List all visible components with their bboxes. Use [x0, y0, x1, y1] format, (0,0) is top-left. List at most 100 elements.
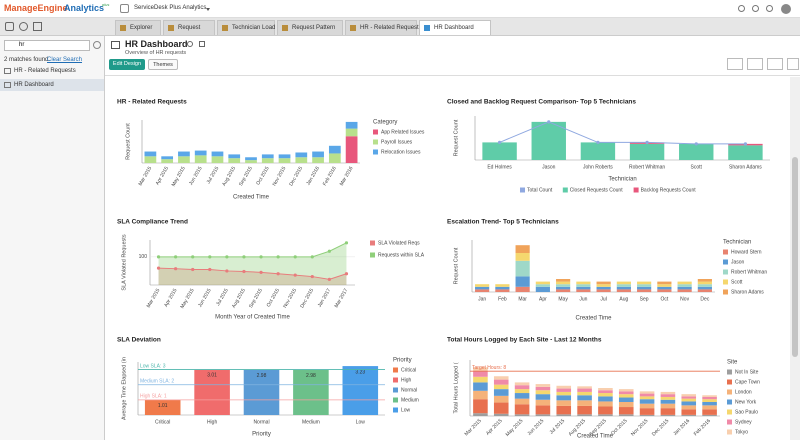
- bar: [515, 276, 530, 287]
- legend-label: Scott: [731, 279, 743, 285]
- legend-label: Jason: [731, 259, 745, 265]
- bar: [514, 398, 530, 405]
- chart-title: Closed and Backlog Request Comparison- T…: [447, 99, 636, 106]
- bar: [493, 395, 509, 403]
- bar: [681, 394, 697, 397]
- clear-search[interactable]: Clear Search: [47, 57, 83, 63]
- top-bar: ManageEngine Analytics plus ServiceDesk …: [0, 0, 800, 18]
- bar: [556, 391, 572, 396]
- x-tick-label: Jason: [542, 164, 556, 170]
- bar: [577, 386, 592, 389]
- reload-icon[interactable]: [187, 41, 193, 47]
- search-box[interactable]: hr: [4, 40, 90, 51]
- legend-swatch: [727, 409, 732, 415]
- bar: [660, 394, 676, 397]
- x-tick-label: Oct 2015: [255, 165, 270, 186]
- tab[interactable]: Request Pattern: [277, 20, 343, 35]
- area-fill: [158, 242, 347, 285]
- bar: [531, 121, 566, 160]
- bar: [475, 284, 490, 287]
- bar: [515, 286, 530, 292]
- reference-label: Target Hours: 8: [472, 365, 506, 371]
- tab[interactable]: HR Dashboard: [419, 20, 491, 35]
- save-icon[interactable]: [199, 41, 205, 47]
- bar: [535, 399, 551, 406]
- bar: [598, 390, 613, 394]
- user-avatar[interactable]: [781, 4, 791, 14]
- sidebar-item[interactable]: HR - Related Requests: [0, 65, 104, 77]
- folder-icon[interactable]: [33, 22, 42, 31]
- x-tick-label: Robert Whitman: [629, 164, 665, 170]
- legend-label: London: [735, 389, 752, 395]
- home-icon[interactable]: [120, 4, 129, 13]
- bar: [639, 399, 655, 404]
- add-icon[interactable]: [93, 41, 101, 49]
- more-icon[interactable]: [787, 58, 799, 70]
- y-axis-label: SLA Violated Requests: [121, 234, 127, 290]
- email-icon[interactable]: [747, 58, 763, 70]
- scrollbar[interactable]: [790, 77, 800, 440]
- sidebar-item[interactable]: HR Dashboard: [0, 79, 104, 91]
- bar: [515, 260, 530, 277]
- x-tick-label: Dec 2015: [299, 287, 315, 309]
- share-icon[interactable]: [767, 58, 783, 70]
- bar: [312, 157, 324, 163]
- tab[interactable]: Request: [163, 20, 215, 35]
- bar: [577, 391, 592, 396]
- tab-label: Request: [178, 25, 201, 31]
- tab-label: Explorer: [130, 25, 153, 31]
- tab[interactable]: Explorer: [115, 20, 161, 35]
- tab[interactable]: Technician Load: [217, 20, 275, 35]
- data-label: 2.98: [306, 373, 316, 379]
- edit-design-button[interactable]: Edit Design: [109, 59, 145, 70]
- x-tick-label: Jan: [478, 296, 486, 302]
- legend-label: Requests within SLA: [378, 252, 425, 258]
- refresh-icon[interactable]: [19, 22, 28, 31]
- bar: [618, 394, 634, 398]
- legend-swatch: [723, 259, 728, 265]
- bar: [495, 286, 510, 290]
- y-axis-label: Request Count: [453, 247, 459, 284]
- settings-icon[interactable]: [752, 5, 759, 12]
- legend-swatch: [373, 149, 378, 155]
- bar: [702, 396, 717, 400]
- bar: [637, 289, 652, 292]
- legend-swatch: [393, 407, 398, 413]
- bar: [473, 390, 488, 400]
- new-icon[interactable]: [5, 22, 14, 31]
- help-icon[interactable]: [766, 5, 773, 12]
- legend-swatch: [723, 269, 728, 275]
- sidebar: hr 2 matches found. Clear Search HR - Re…: [0, 36, 105, 440]
- bar: [702, 395, 717, 397]
- y-axis-label: Request Count: [453, 119, 459, 156]
- themes-button[interactable]: Themes: [148, 59, 178, 70]
- notification-icon[interactable]: [738, 5, 745, 12]
- x-tick-label: May: [558, 296, 568, 302]
- area-fill: [158, 268, 347, 285]
- bar: [342, 366, 379, 415]
- x-axis-label: Priority: [252, 432, 271, 438]
- bar: [728, 145, 763, 160]
- y-tick-label: 100: [139, 254, 148, 260]
- point: [497, 140, 502, 144]
- x-tick-label: Jan 2016: [672, 418, 691, 437]
- legend-label: Backlog Requests Count: [641, 187, 697, 193]
- x-tick-label: Feb: [498, 296, 507, 302]
- tab[interactable]: HR - Related Requests: [345, 20, 422, 35]
- legend-label: Low: [401, 407, 411, 413]
- point: [547, 120, 551, 124]
- bar: [493, 402, 509, 414]
- legend-label: Not In Site: [735, 369, 759, 375]
- bar: [639, 403, 655, 409]
- bar: [598, 401, 613, 407]
- match-count: 2 matches found.: [4, 57, 51, 63]
- export-icon[interactable]: [727, 58, 743, 70]
- x-axis-label: Month Year of Created Time: [215, 315, 290, 321]
- workspace-selector[interactable]: ServiceDesk Plus Analytics: [134, 5, 207, 11]
- bar: [515, 253, 530, 261]
- point: [174, 255, 178, 259]
- point: [344, 272, 349, 276]
- bar: [493, 389, 509, 396]
- scrollbar-thumb[interactable]: [792, 157, 798, 357]
- tab-label: Request Pattern: [292, 25, 336, 31]
